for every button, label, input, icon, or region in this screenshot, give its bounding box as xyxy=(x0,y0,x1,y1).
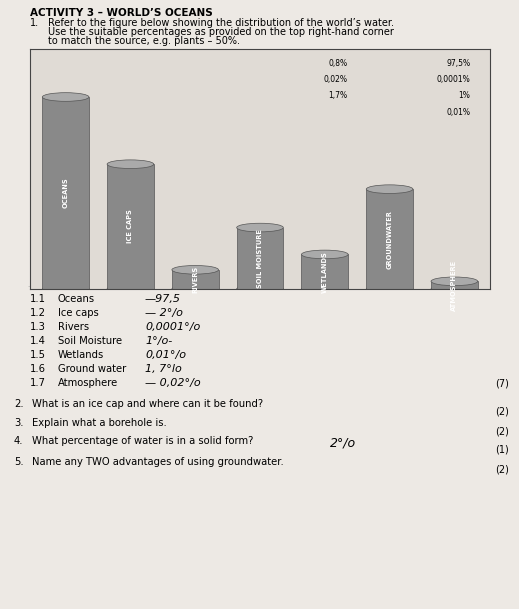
Text: GROUNDWATER: GROUNDWATER xyxy=(387,209,392,269)
Ellipse shape xyxy=(107,160,154,169)
Text: Ice caps: Ice caps xyxy=(58,308,99,318)
Bar xyxy=(237,228,283,289)
Text: 1.4: 1.4 xyxy=(30,336,46,346)
Ellipse shape xyxy=(302,284,348,294)
Ellipse shape xyxy=(107,284,154,294)
Text: 2.: 2. xyxy=(14,399,24,409)
Text: 1.7: 1.7 xyxy=(30,378,46,388)
Ellipse shape xyxy=(431,284,477,294)
Ellipse shape xyxy=(43,93,89,101)
Text: 1,7%: 1,7% xyxy=(329,91,347,100)
Text: Refer to the figure below showing the distribution of the world’s water.: Refer to the figure below showing the di… xyxy=(48,18,394,28)
Text: 0,02%: 0,02% xyxy=(323,75,347,84)
Text: 4.: 4. xyxy=(14,436,23,446)
Bar xyxy=(431,281,477,289)
Text: WETLANDS: WETLANDS xyxy=(322,251,328,292)
Text: ATMOSPHERE: ATMOSPHERE xyxy=(452,259,457,311)
Text: Rivers: Rivers xyxy=(58,322,89,332)
Ellipse shape xyxy=(366,284,413,294)
Text: 0,0001°/o: 0,0001°/o xyxy=(145,322,200,332)
Bar xyxy=(302,255,348,289)
Text: to match the source, e.g. plants – 50%.: to match the source, e.g. plants – 50%. xyxy=(48,36,240,46)
Text: 1, 7°lo: 1, 7°lo xyxy=(145,364,182,374)
Text: Use the suitable percentages as provided on the top right-hand corner: Use the suitable percentages as provided… xyxy=(48,27,394,37)
Text: SOIL MOISTURE: SOIL MOISTURE xyxy=(257,229,263,287)
Text: (2): (2) xyxy=(495,465,509,475)
Ellipse shape xyxy=(237,224,283,232)
Text: Soil Moisture: Soil Moisture xyxy=(58,336,122,346)
Text: — 0,02°/o: — 0,02°/o xyxy=(145,378,201,388)
Text: 1°/o-: 1°/o- xyxy=(145,336,172,346)
Text: 3.: 3. xyxy=(14,418,23,428)
Text: Atmosphere: Atmosphere xyxy=(58,378,118,388)
Text: Oceans: Oceans xyxy=(58,294,95,304)
Text: ACTIVITY 3 – WORLD’S OCEANS: ACTIVITY 3 – WORLD’S OCEANS xyxy=(30,8,213,18)
Text: Ground water: Ground water xyxy=(58,364,126,374)
Text: 1.6: 1.6 xyxy=(30,364,46,374)
Ellipse shape xyxy=(43,284,89,294)
Ellipse shape xyxy=(172,266,218,274)
Text: ICE CAPS: ICE CAPS xyxy=(128,209,133,244)
Text: 1.5: 1.5 xyxy=(30,350,46,360)
Text: (1): (1) xyxy=(495,444,509,454)
Ellipse shape xyxy=(302,250,348,259)
Text: 1.: 1. xyxy=(30,18,39,28)
Text: What is an ice cap and where can it be found?: What is an ice cap and where can it be f… xyxy=(32,399,263,409)
Text: Name any TWO advantages of using groundwater.: Name any TWO advantages of using groundw… xyxy=(32,457,284,467)
Bar xyxy=(366,189,413,289)
Text: 0,0001%: 0,0001% xyxy=(437,75,471,84)
Text: 1%: 1% xyxy=(459,91,471,100)
Ellipse shape xyxy=(366,185,413,194)
Text: 0,01%: 0,01% xyxy=(446,108,471,116)
Text: Explain what a borehole is.: Explain what a borehole is. xyxy=(32,418,167,428)
Text: — 2°/o: — 2°/o xyxy=(145,308,183,318)
Text: (7): (7) xyxy=(495,378,509,388)
Text: Wetlands: Wetlands xyxy=(58,350,104,360)
Text: 1.2: 1.2 xyxy=(30,308,46,318)
Text: 97,5%: 97,5% xyxy=(446,58,471,68)
Bar xyxy=(172,270,218,289)
Text: 0,01°/o: 0,01°/o xyxy=(145,350,186,360)
Text: RIVERS: RIVERS xyxy=(192,266,198,293)
Text: (2): (2) xyxy=(495,426,509,436)
Text: (2): (2) xyxy=(495,407,509,417)
Bar xyxy=(107,164,154,289)
Text: What percentage of water is in a solid form?: What percentage of water is in a solid f… xyxy=(32,436,253,446)
Text: 1.3: 1.3 xyxy=(30,322,46,332)
Text: 5.: 5. xyxy=(14,457,24,467)
Text: 2°/o: 2°/o xyxy=(330,436,356,449)
Ellipse shape xyxy=(172,284,218,294)
Ellipse shape xyxy=(237,284,283,294)
Bar xyxy=(43,97,89,289)
Text: 0,8%: 0,8% xyxy=(329,58,347,68)
Text: OCEANS: OCEANS xyxy=(63,178,69,208)
Text: 1.1: 1.1 xyxy=(30,294,46,304)
Ellipse shape xyxy=(431,277,477,286)
Text: —97,5: —97,5 xyxy=(145,294,181,304)
